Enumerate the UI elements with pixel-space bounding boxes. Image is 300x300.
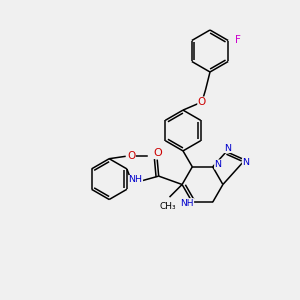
Text: N: N bbox=[224, 144, 231, 153]
Text: N: N bbox=[214, 160, 222, 169]
Text: CH₃: CH₃ bbox=[160, 202, 176, 211]
Text: O: O bbox=[198, 97, 206, 107]
Text: O: O bbox=[127, 151, 135, 161]
Text: NH: NH bbox=[129, 176, 142, 184]
Text: O: O bbox=[153, 148, 162, 158]
Text: NH: NH bbox=[180, 199, 194, 208]
Text: F: F bbox=[235, 35, 241, 45]
Text: N: N bbox=[242, 158, 249, 167]
